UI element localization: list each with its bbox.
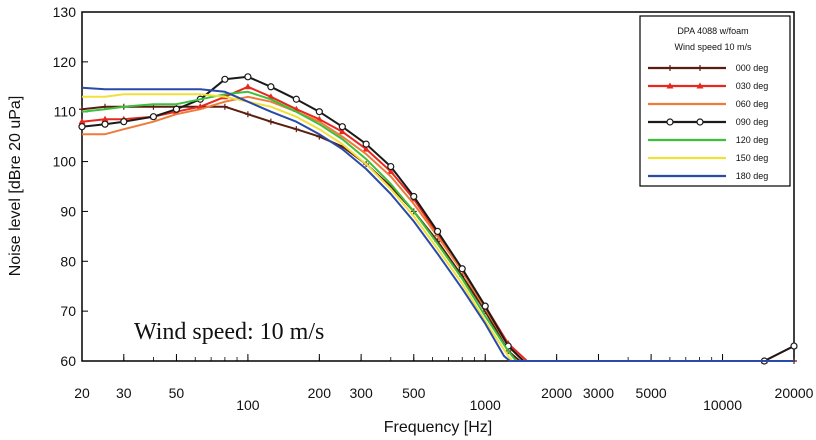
legend-entries: 000 deg 030 deg 060 deg 090 deg 120 deg 150 d… — [648, 63, 768, 181]
series-line — [82, 95, 794, 362]
series-line — [81, 75, 795, 362]
x-tick-label: 5000 — [636, 385, 667, 401]
x-axis-title: Frequency [Hz] — [384, 419, 492, 436]
x-axis-ticks: 20 30 50 100 200 300 500 1000 2000 3000 5000 10000 2… — [74, 354, 814, 413]
series-060-deg — [82, 95, 794, 362]
data-point — [315, 108, 323, 116]
data-point — [362, 140, 370, 148]
data-point — [101, 120, 109, 128]
x-tick-label: 20 — [74, 385, 90, 401]
data-point — [410, 192, 418, 201]
y-tick-label: 130 — [53, 4, 77, 20]
y-tick-label: 80 — [60, 253, 76, 269]
x-tick-label: 300 — [349, 385, 373, 401]
y-tick-label: 110 — [54, 104, 77, 120]
data-point — [267, 118, 274, 125]
legend-title-line-2: Wind speed 10 m/s — [674, 42, 752, 52]
legend-entry: 120 deg — [648, 135, 768, 145]
x-tick-label: 100 — [236, 397, 260, 413]
x-tick-label: 50 — [169, 385, 185, 401]
series-180-deg — [81, 86, 794, 362]
y-axis-ticks: 60 70 80 90 100 110 120 130 — [53, 4, 88, 369]
legend-title-line-1: DPA 4088 w/foam — [677, 26, 748, 36]
x-tick-label: 500 — [402, 385, 426, 401]
legend-label: 090 deg — [736, 117, 769, 127]
data-point — [244, 73, 252, 81]
data-point — [221, 103, 228, 110]
series-line — [81, 86, 794, 362]
data-point — [696, 118, 704, 126]
data-point — [293, 126, 300, 133]
legend-label: 120 deg — [736, 135, 769, 145]
data-point — [120, 118, 128, 126]
legend-entry: 030 deg — [648, 81, 768, 91]
data-point — [667, 65, 673, 71]
data-point — [172, 105, 181, 113]
data-point — [78, 118, 86, 125]
x-tick-label: 200 — [308, 385, 332, 401]
data-point — [481, 302, 489, 310]
y-tick-label: 100 — [53, 154, 77, 170]
data-point — [292, 95, 300, 103]
data-point — [244, 111, 251, 118]
legend: DPA 4088 w/foam Wind speed 10 m/s 000 de… — [639, 15, 791, 187]
legend-entry: 180 deg — [648, 171, 768, 181]
data-point — [458, 265, 466, 273]
wind-speed-annotation: Wind speed: 10 m/s — [134, 319, 324, 345]
legend-label: 180 deg — [736, 171, 769, 181]
data-point — [338, 128, 346, 135]
data-point — [697, 65, 703, 71]
data-point — [790, 342, 798, 350]
x-tick-label: 1000 — [470, 397, 501, 413]
legend-label: 150 deg — [736, 153, 769, 163]
series-150-deg — [82, 93, 794, 362]
data-point — [78, 123, 86, 131]
legend-label: 000 deg — [736, 63, 769, 73]
x-tick-label: 20000 — [775, 385, 814, 401]
data-point — [666, 82, 674, 89]
data-point — [338, 123, 346, 131]
y-tick-label: 70 — [60, 303, 76, 319]
data-point — [101, 115, 109, 122]
y-tick-label: 120 — [53, 54, 77, 70]
y-tick-label: 60 — [60, 353, 76, 369]
series-layer — [78, 73, 798, 365]
data-point — [696, 82, 704, 89]
series-line — [82, 93, 794, 362]
data-point — [387, 162, 395, 171]
legend-entry: 000 deg — [648, 63, 768, 73]
legend-entry: 150 deg — [648, 153, 768, 163]
data-point — [433, 227, 442, 235]
data-point — [149, 113, 158, 121]
data-point — [387, 168, 395, 175]
x-tick-label: 3000 — [583, 385, 614, 401]
x-tick-label: 10000 — [703, 397, 742, 413]
data-point — [221, 75, 229, 83]
y-tick-label: 90 — [60, 203, 76, 219]
series-line — [81, 90, 794, 362]
x-tick-label: 30 — [116, 385, 132, 401]
legend-entry: 090 deg — [648, 117, 768, 127]
data-point — [362, 145, 370, 152]
data-point — [666, 118, 674, 126]
y-axis-title: Noise level [dBre 20 uPa] — [7, 96, 24, 277]
x-tick-label: 2000 — [541, 385, 572, 401]
legend-entry: 060 deg — [648, 99, 768, 109]
data-point — [267, 83, 275, 91]
series-120-deg — [81, 90, 794, 362]
legend-label: 030 deg — [736, 81, 769, 91]
data-point — [244, 83, 252, 90]
legend-label: 060 deg — [736, 99, 769, 109]
